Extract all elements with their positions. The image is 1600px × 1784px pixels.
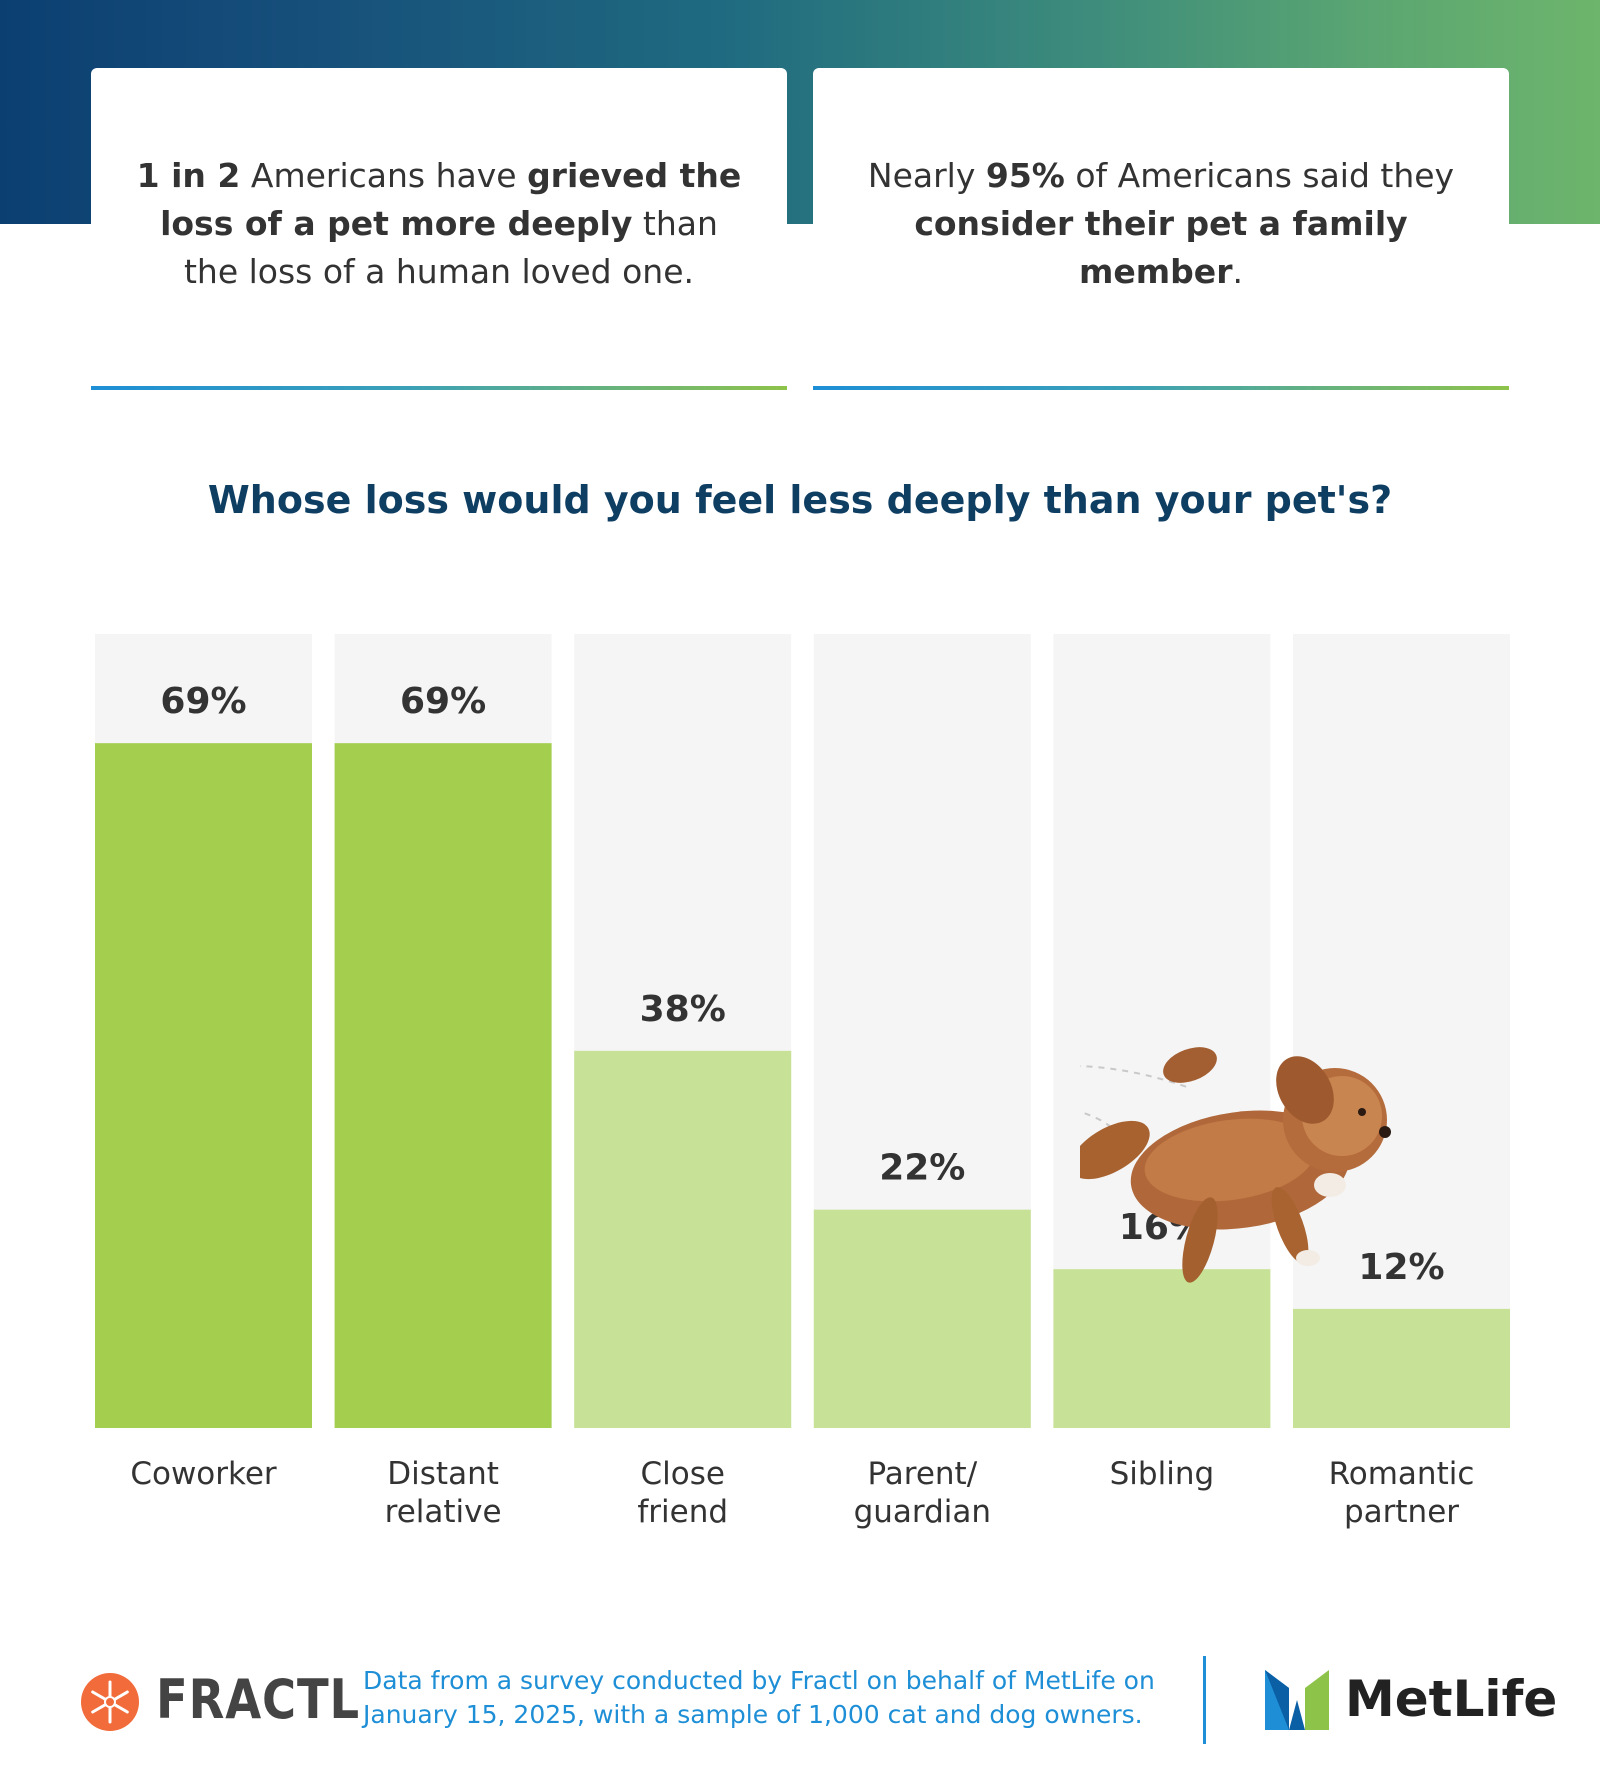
data-label: 38% xyxy=(640,989,726,1030)
snowflake-icon xyxy=(81,1673,139,1731)
category-label: friend xyxy=(637,1494,728,1530)
category-label: Sibling xyxy=(1110,1456,1215,1492)
bar xyxy=(334,743,552,1428)
fractl-logo-text: FRACTL xyxy=(156,1668,360,1731)
stat-card-family: Nearly 95% of Americans said they consid… xyxy=(813,68,1509,390)
stat-card-text: 1 in 2 Americans have grieved the loss o… xyxy=(131,152,747,296)
bar-track xyxy=(1293,634,1510,1428)
stat-text: . xyxy=(1232,252,1243,291)
data-label: 22% xyxy=(879,1148,965,1189)
bar xyxy=(1293,1308,1510,1428)
footer: FRACTL Data from a survey conducted by F… xyxy=(0,1640,1600,1760)
category-label: relative xyxy=(385,1494,502,1530)
category-label: Distant xyxy=(387,1456,499,1492)
category-label: partner xyxy=(1344,1494,1459,1530)
category-label: Close xyxy=(640,1456,724,1492)
stat-card-grief: 1 in 2 Americans have grieved the loss o… xyxy=(91,68,787,390)
footer-divider xyxy=(1203,1656,1206,1744)
source-note: Data from a survey conducted by Fractl o… xyxy=(363,1666,1155,1729)
bar xyxy=(574,1050,792,1428)
stat-highlight-text: 95% xyxy=(985,156,1065,195)
stat-text: than the loss of a human loved one. xyxy=(183,204,718,291)
category-label: Coworker xyxy=(130,1456,277,1492)
data-label: 12% xyxy=(1358,1247,1444,1288)
chart-title: Whose loss would you feel less deeply th… xyxy=(207,478,1393,522)
card-divider xyxy=(91,386,787,390)
stat-highlight-text: 1 in 2 xyxy=(136,156,241,195)
category-label: Parent/ xyxy=(867,1456,977,1492)
stat-text: of Americans said they xyxy=(1064,156,1455,195)
metlife-logo-text: MetLife xyxy=(1345,1670,1558,1728)
stat-text: Nearly xyxy=(867,156,986,195)
bar xyxy=(1053,1269,1271,1428)
data-label: 69% xyxy=(400,681,486,722)
category-label: Romantic xyxy=(1329,1456,1475,1492)
stat-card-text: Nearly 95% of Americans said they consid… xyxy=(853,152,1469,296)
stat-highlight-text: consider their pet a family member xyxy=(914,204,1408,291)
bar xyxy=(813,1209,1031,1428)
card-divider xyxy=(813,386,1509,390)
stat-highlight-text: grieved the loss of a pet more deeply xyxy=(160,156,742,243)
metlife-m-icon xyxy=(1265,1670,1329,1730)
category-label: guardian xyxy=(854,1494,991,1530)
dog-icon xyxy=(1080,1047,1391,1283)
data-label: 69% xyxy=(160,681,246,722)
bar xyxy=(95,743,312,1428)
stat-text: Americans have xyxy=(240,156,528,195)
